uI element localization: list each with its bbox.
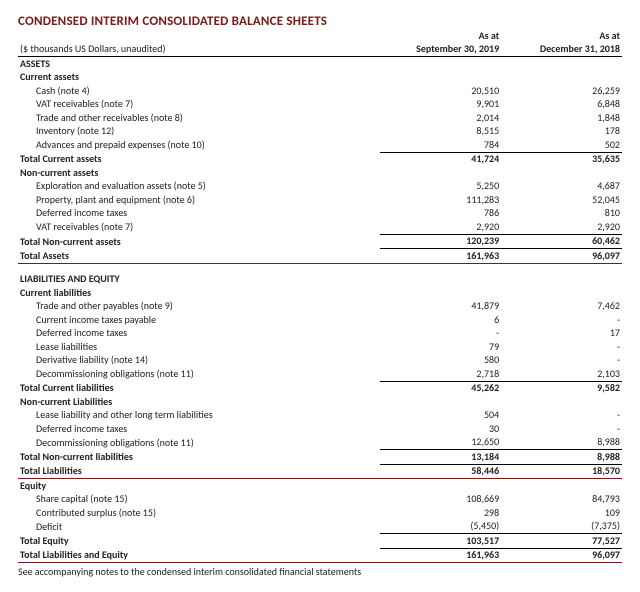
section-noncur-assets: Non-current assets xyxy=(18,166,622,180)
header-row-2: ($ thousands US Dollars, unaudited) Sept… xyxy=(18,43,622,57)
row-ta: Total Assets161,96396,097 xyxy=(18,249,622,264)
row-tle: Total Liabilities and Equity161,96396,09… xyxy=(18,548,622,563)
row-tca: Total Current assets41,72435,635 xyxy=(18,152,622,166)
row-tnca: Total Non-current assets120,23960,462 xyxy=(18,234,622,249)
section-liab-eq: LIABILITIES AND EQUITY xyxy=(18,273,622,287)
asat-2: As at xyxy=(501,29,622,43)
row-cs: Contributed surplus (note 15)298109 xyxy=(18,506,622,520)
row-dti2: Deferred income taxes-17 xyxy=(18,327,622,341)
subhead: ($ thousands US Dollars, unaudited) xyxy=(18,43,380,57)
section-equity: Equity xyxy=(18,479,622,493)
section-cur-assets: Current assets xyxy=(18,71,622,85)
section-assets: ASSETS xyxy=(18,57,622,71)
row-cash: Cash (note 4)20,51026,259 xyxy=(18,84,622,98)
section-cur-liab: Current liabilities xyxy=(18,286,622,300)
row-vat2: VAT receivables (note 7)2,9202,920 xyxy=(18,220,622,234)
row-citp: Current income taxes payable6- xyxy=(18,313,622,327)
date-1: September 30, 2019 xyxy=(380,43,501,57)
row-sc: Share capital (note 15)108,66984,793 xyxy=(18,493,622,507)
row-dti: Deferred income taxes786810 xyxy=(18,207,622,221)
row-inv: Inventory (note 12)8,515178 xyxy=(18,125,622,139)
row-expl: Exploration and evaluation assets (note … xyxy=(18,180,622,194)
row-tp: Trade and other payables (note 9)41,8797… xyxy=(18,300,622,314)
row-ll: Lease liabilities79- xyxy=(18,340,622,354)
row-dti3: Deferred income taxes30- xyxy=(18,422,622,436)
page-title: CONDENSED INTERIM CONSOLIDATED BALANCE S… xyxy=(18,14,622,29)
asat-1: As at xyxy=(380,29,501,43)
header-row-1: As at As at xyxy=(18,29,622,43)
row-te: Total Equity103,51777,527 xyxy=(18,534,622,549)
row-tcl: Total Current liabilities45,2629,582 xyxy=(18,381,622,395)
section-noncur-liab: Non-current Liabilities xyxy=(18,395,622,409)
row-adv: Advances and prepaid expenses (note 10)7… xyxy=(18,138,622,152)
row-trade: Trade and other receivables (note 8)2,01… xyxy=(18,111,622,125)
row-vat: VAT receivables (note 7)9,9016,848 xyxy=(18,98,622,112)
row-def: Deficit(5,450)(7,375) xyxy=(18,520,622,534)
row-dl: Derivative liability (note 14)580- xyxy=(18,354,622,368)
footnote: See accompanying notes to the condensed … xyxy=(18,565,622,578)
date-2: December 31, 2018 xyxy=(501,43,622,57)
balance-sheet-table: As at As at ($ thousands US Dollars, una… xyxy=(18,29,622,563)
row-lllt: Lease liability and other long term liab… xyxy=(18,409,622,423)
row-tl: Total Liabilities58,44618,570 xyxy=(18,464,622,479)
row-tncl: Total Non-current liabilities13,1848,988 xyxy=(18,450,622,465)
row-dco2: Decommissioning obligations (note 11)12,… xyxy=(18,436,622,450)
row-ppe: Property, plant and equipment (note 6)11… xyxy=(18,193,622,207)
row-dco: Decommissioning obligations (note 11)2,7… xyxy=(18,367,622,381)
